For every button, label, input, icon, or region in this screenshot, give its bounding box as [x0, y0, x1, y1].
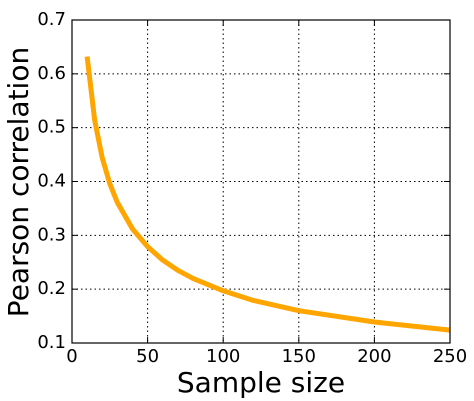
- x-axis-label: Sample size: [177, 366, 345, 399]
- x-tick-label: 0: [66, 346, 77, 367]
- x-tick-label: 50: [136, 346, 159, 367]
- plot-frame: [71, 19, 451, 344]
- x-tick-label: 250: [433, 346, 467, 367]
- y-tick-label: 0.7: [37, 9, 66, 30]
- x-tick-label: 200: [357, 346, 391, 367]
- y-tick-label: 0.3: [37, 224, 66, 245]
- y-tick-label: 0.2: [37, 278, 66, 299]
- x-tick-label: 150: [282, 346, 316, 367]
- x-tick-label: 100: [206, 346, 240, 367]
- y-axis-label: Pearson correlation: [2, 47, 35, 317]
- y-tick-label: 0.6: [37, 63, 66, 84]
- y-tick-label: 0.1: [37, 332, 66, 353]
- y-tick-label: 0.4: [37, 171, 66, 192]
- y-tick-label: 0.5: [37, 117, 66, 138]
- line: [84, 56, 451, 333]
